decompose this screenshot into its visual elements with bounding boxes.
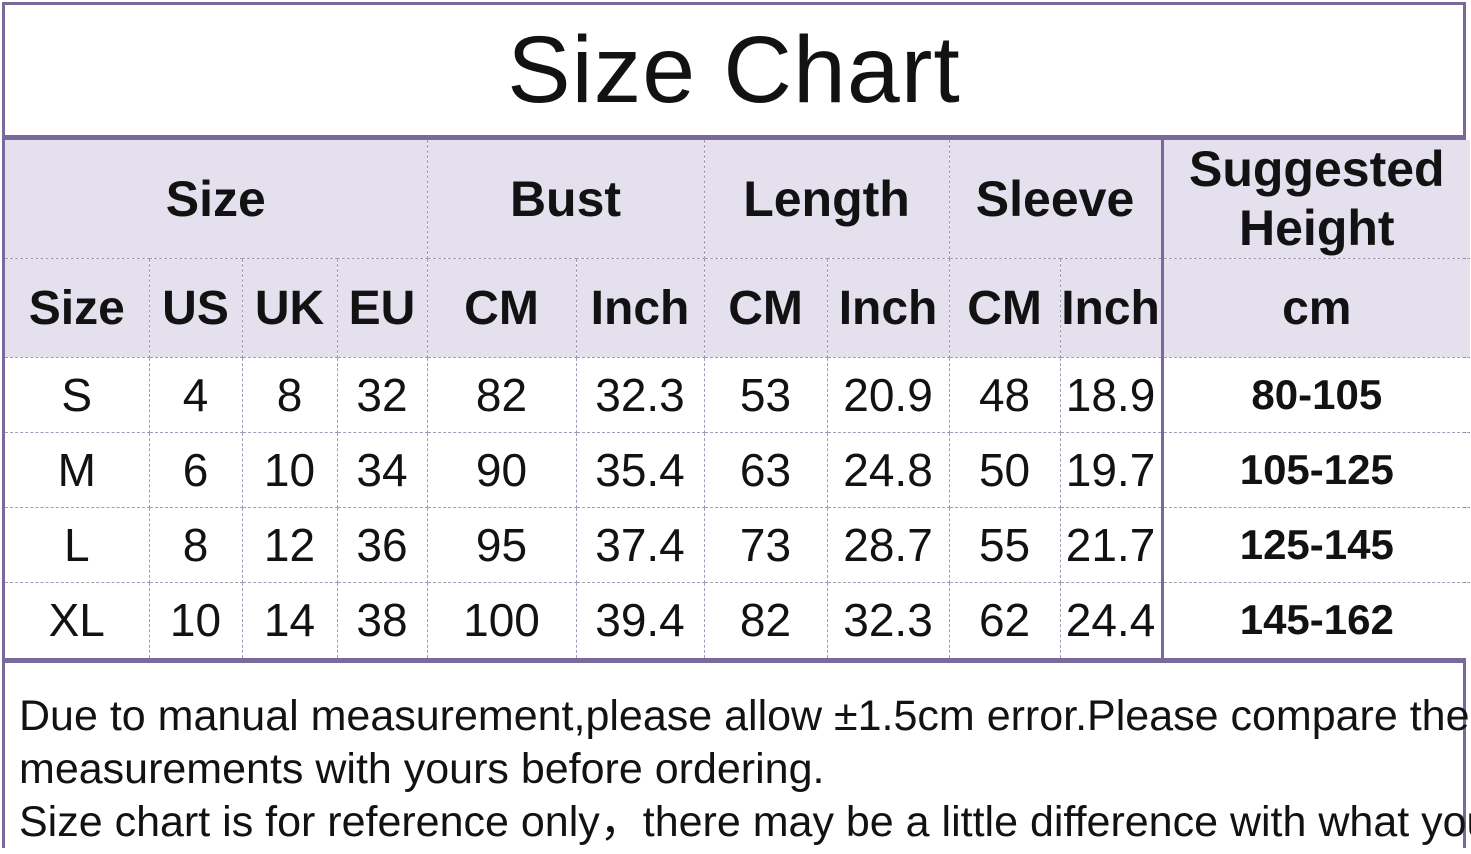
table-row-m: M 6 10 34 90 35.4 63 24.8 50 19.7 105-12… (4, 432, 1471, 508)
cell-size: XL (4, 582, 150, 658)
cell-bust-inch: 32.3 (575, 357, 705, 433)
table-row-s: S 4 8 32 82 32.3 53 20.9 48 18.9 80-105 (4, 357, 1471, 433)
group-header-size: Size (4, 139, 428, 259)
group-header-bust: Bust (426, 139, 705, 259)
cell-bust-cm: 90 (426, 432, 577, 508)
table-row-xl: XL 10 14 38 100 39.4 82 32.3 62 24.4 145… (4, 582, 1471, 658)
cell-uk: 12 (241, 507, 338, 583)
group-header-row: Size Bust Length Sleeve Suggested Height (4, 139, 1471, 259)
cell-sleeve-cm: 50 (948, 432, 1061, 508)
cell-sleeve-inch: 19.7 (1059, 432, 1163, 508)
title-bar: Size Chart (5, 5, 1463, 140)
note-line: Size chart is for reference only，there m… (19, 797, 1471, 846)
group-header-sleeve: Sleeve (948, 139, 1163, 259)
cell-length-inch: 24.8 (826, 432, 950, 508)
cell-size: S (4, 357, 150, 433)
table-row-l: L 8 12 36 95 37.4 73 28.7 55 21.7 125-14… (4, 507, 1471, 583)
cell-us: 4 (148, 357, 243, 433)
subheader-size: Size (4, 258, 150, 358)
cell-length-inch: 28.7 (826, 507, 950, 583)
cell-sleeve-inch: 21.7 (1059, 507, 1163, 583)
cell-bust-cm: 95 (426, 507, 577, 583)
cell-uk: 14 (241, 582, 338, 658)
note-line: measurements with yours before ordering. (19, 744, 825, 793)
cell-size: M (4, 432, 150, 508)
table-bottom-divider (5, 657, 1463, 663)
cell-uk: 10 (241, 432, 338, 508)
cell-bust-inch: 39.4 (575, 582, 705, 658)
subheader-sleeve-inch: Inch (1059, 258, 1163, 358)
cell-uk: 8 (241, 357, 338, 433)
cell-eu: 34 (336, 432, 428, 508)
subheader-length-inch: Inch (826, 258, 950, 358)
cell-us: 10 (148, 582, 243, 658)
group-header-suggested-height: Suggested Height (1160, 139, 1471, 259)
cell-suggested-height: 105-125 (1160, 432, 1471, 508)
group-header-length: Length (703, 139, 950, 259)
cell-sleeve-cm: 62 (948, 582, 1061, 658)
cell-length-inch: 32.3 (826, 582, 950, 658)
cell-suggested-height: 125-145 (1160, 507, 1471, 583)
cell-length-cm: 73 (703, 507, 828, 583)
cell-bust-inch: 35.4 (575, 432, 705, 508)
subheader-bust-cm: CM (426, 258, 577, 358)
cell-eu: 32 (336, 357, 428, 433)
subheader-length-cm: CM (703, 258, 828, 358)
cell-length-cm: 63 (703, 432, 828, 508)
page-title: Size Chart (507, 16, 961, 123)
cell-sleeve-inch: 24.4 (1059, 582, 1163, 658)
cell-us: 8 (148, 507, 243, 583)
cell-eu: 38 (336, 582, 428, 658)
size-table: Size Bust Length Sleeve Suggested Height… (4, 139, 1471, 658)
subheader-height-cm: cm (1160, 258, 1471, 358)
subheader-sleeve-cm: CM (948, 258, 1061, 358)
cell-suggested-height: 145-162 (1160, 582, 1471, 658)
cell-us: 6 (148, 432, 243, 508)
cell-eu: 36 (336, 507, 428, 583)
cell-sleeve-cm: 48 (948, 357, 1061, 433)
cell-bust-cm: 100 (426, 582, 577, 658)
cell-bust-cm: 82 (426, 357, 577, 433)
cell-suggested-height: 80-105 (1160, 357, 1471, 433)
cell-bust-inch: 37.4 (575, 507, 705, 583)
cell-sleeve-cm: 55 (948, 507, 1061, 583)
subheader-us: US (148, 258, 243, 358)
cell-length-inch: 20.9 (826, 357, 950, 433)
sub-header-row: Size US UK EU CM Inch CM Inch CM Inch cm (4, 258, 1471, 358)
measurement-notes: Due to manual measurement,please allow ±… (5, 662, 1471, 849)
cell-length-cm: 82 (703, 582, 828, 658)
subheader-eu: EU (336, 258, 428, 358)
cell-sleeve-inch: 18.9 (1059, 357, 1163, 433)
cell-length-cm: 53 (703, 357, 828, 433)
cell-size: L (4, 507, 150, 583)
note-line: Due to manual measurement,please allow ±… (19, 691, 1470, 740)
subheader-bust-inch: Inch (575, 258, 705, 358)
subheader-uk: UK (241, 258, 338, 358)
